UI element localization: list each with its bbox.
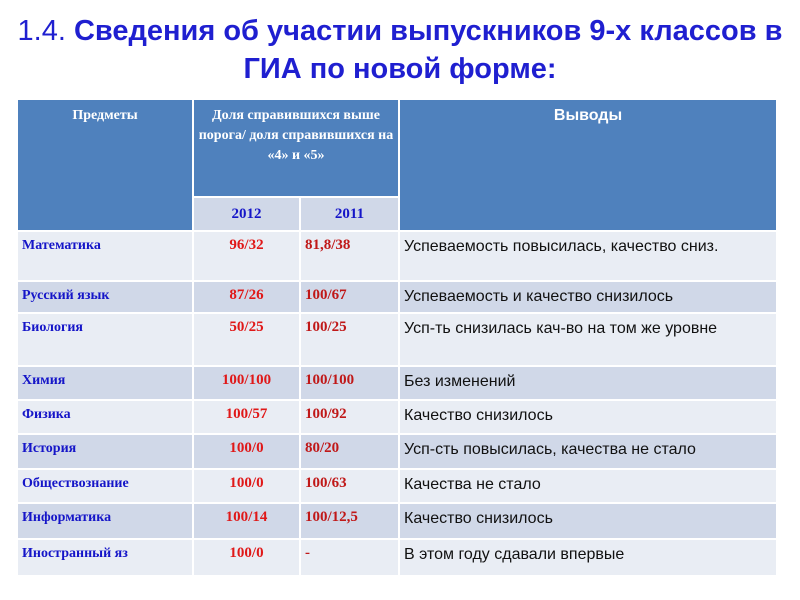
- table-row: История 100/0 80/20 Усп-сть повысилась, кач…: [16, 433, 778, 470]
- conclusion-cell: Усп-ть снизилась кач-во на том же уровне: [398, 312, 778, 367]
- value-2012-cell: 100/0: [192, 468, 301, 504]
- value-2011-cell: 100/63: [298, 468, 401, 504]
- value-2012-cell: 87/26: [192, 280, 301, 314]
- conclusion-cell: Качество снизилось: [398, 399, 778, 435]
- table-row: Биология 50/25 100/25 Усп-ть снизилась кач-…: [16, 312, 778, 367]
- value-2012-cell: 100/0: [192, 538, 301, 577]
- value-2012-cell: 96/32: [192, 230, 301, 282]
- value-2012-cell: 100/57: [192, 399, 301, 435]
- subject-cell: Иностранный яз: [16, 538, 194, 577]
- value-2011-cell: 100/100: [298, 365, 401, 401]
- subject-cell: Математика: [16, 230, 194, 282]
- conclusion-cell: Качество снизилось: [398, 502, 778, 540]
- value-2011-cell: 100/67: [298, 280, 401, 314]
- value-2011-cell: 81,8/38: [298, 230, 401, 282]
- value-2012-cell: 100/100: [192, 365, 301, 401]
- results-table: Предметы Доля справившихся выше порога/ …: [16, 98, 778, 577]
- value-2011-cell: 100/25: [298, 312, 401, 367]
- value-2012-cell: 50/25: [192, 312, 301, 367]
- header-year-2011: 2011: [298, 196, 401, 232]
- value-2012-cell: 100/0: [192, 433, 301, 470]
- subject-cell: Биология: [16, 312, 194, 367]
- subject-cell: Физика: [16, 399, 194, 435]
- subject-cell: История: [16, 433, 194, 470]
- value-2011-cell: 100/92: [298, 399, 401, 435]
- title-number: 1.4.: [17, 15, 74, 47]
- table-row: Математика 96/32 81,8/38 Успеваемость повыс…: [16, 230, 778, 282]
- conclusion-cell: В этом году сдавали впервые: [398, 538, 778, 577]
- header-year-2012: 2012: [192, 196, 301, 232]
- table-row: Обществознание 100/0 100/63 Качества не ста…: [16, 468, 778, 504]
- value-2011-cell: 100/12,5: [298, 502, 401, 540]
- table-row: Физика 100/57 100/92 Качество снизилось: [16, 399, 778, 435]
- slide-title: 1.4. Сведения об участии выпускников 9-х…: [0, 12, 800, 88]
- title-text: Сведения об участии выпускников 9-х клас…: [73, 15, 783, 85]
- value-2012-cell: 100/14: [192, 502, 301, 540]
- conclusion-cell: Успеваемость и качество снизилось: [398, 280, 778, 314]
- conclusion-cell: Успеваемость повысилась, качество сниз.: [398, 230, 778, 282]
- subject-cell: Обществознание: [16, 468, 194, 504]
- subject-cell: Информатика: [16, 502, 194, 540]
- table-row: Русский язык 87/26 100/67 Успеваемость и ка…: [16, 280, 778, 314]
- conclusion-cell: Качества не стало: [398, 468, 778, 504]
- value-2011-cell: 80/20: [298, 433, 401, 470]
- subject-cell: Химия: [16, 365, 194, 401]
- conclusion-cell: Без изменений: [398, 365, 778, 401]
- conclusion-cell: Усп-сть повысилась, качества не стало: [398, 433, 778, 470]
- value-2011-cell: -: [298, 538, 401, 577]
- table-row: Химия 100/100 100/100 Без изменений: [16, 365, 778, 401]
- subject-cell: Русский язык: [16, 280, 194, 314]
- table-row: Иностранный яз 100/0- В этом году сдавали …: [16, 538, 778, 577]
- header-conclusions: Выводы: [398, 98, 778, 232]
- header-share: Доля справившихся выше порога/ доля спра…: [191, 98, 401, 198]
- table-row: Информатика 100/14 100/12,5 Качество снизил…: [16, 502, 778, 540]
- header-subjects: Предметы: [16, 98, 194, 232]
